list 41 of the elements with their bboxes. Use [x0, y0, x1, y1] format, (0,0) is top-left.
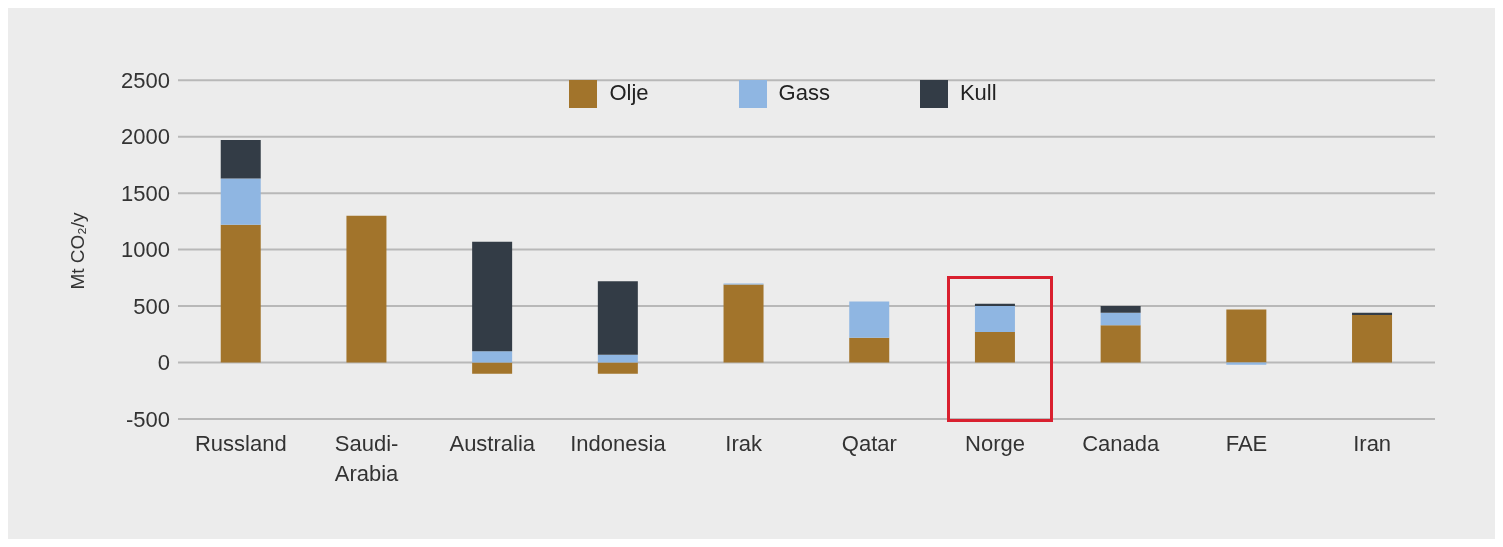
- bar: [1100, 306, 1141, 313]
- y-tick-label: 2000: [121, 124, 170, 150]
- y-tick-label: 2500: [121, 68, 170, 93]
- bar: [1100, 325, 1141, 363]
- x-tick-label: Russland: [194, 431, 287, 456]
- bar: [849, 337, 890, 363]
- x-tick-label: Australia: [449, 431, 536, 456]
- bar: [472, 351, 513, 363]
- bar: [597, 281, 638, 355]
- bar: [597, 362, 638, 374]
- bar: [974, 306, 1015, 333]
- x-tick-label: Qatar: [841, 431, 897, 456]
- y-tick-label: 500: [133, 293, 170, 319]
- y-tick-label: 1000: [121, 237, 170, 263]
- bar: [849, 301, 890, 338]
- x-tick-label: Indonesia: [570, 431, 667, 456]
- bar: [346, 215, 387, 363]
- bar: [220, 140, 261, 179]
- y-tick-label: 1500: [121, 180, 170, 206]
- x-tick-label: Canada: [1082, 431, 1161, 456]
- bar: [220, 178, 261, 225]
- bar: [472, 241, 513, 352]
- bar: [472, 362, 513, 374]
- x-tick-label: FAE: [1225, 431, 1268, 456]
- bar: [597, 354, 638, 363]
- legend-label: Kull: [959, 80, 997, 105]
- bar: [723, 284, 764, 363]
- bar: [1352, 315, 1393, 363]
- bar: [974, 332, 1015, 363]
- bar: [220, 224, 261, 363]
- y-tick-label: 0: [157, 350, 170, 376]
- x-tick-label: Irak: [725, 431, 763, 456]
- x-tick-label: Saudi-Arabia: [334, 431, 400, 486]
- legend-label: Olje: [609, 80, 649, 105]
- legend-label: Gass: [778, 80, 830, 105]
- bar: [1226, 309, 1267, 363]
- y-axis-title: Mt CO₂/y: [66, 212, 88, 290]
- y-tick-label: -500: [125, 406, 170, 432]
- x-tick-label: Iran: [1353, 431, 1392, 456]
- bar: [1100, 312, 1141, 326]
- x-tick-label: Norge: [965, 431, 1026, 456]
